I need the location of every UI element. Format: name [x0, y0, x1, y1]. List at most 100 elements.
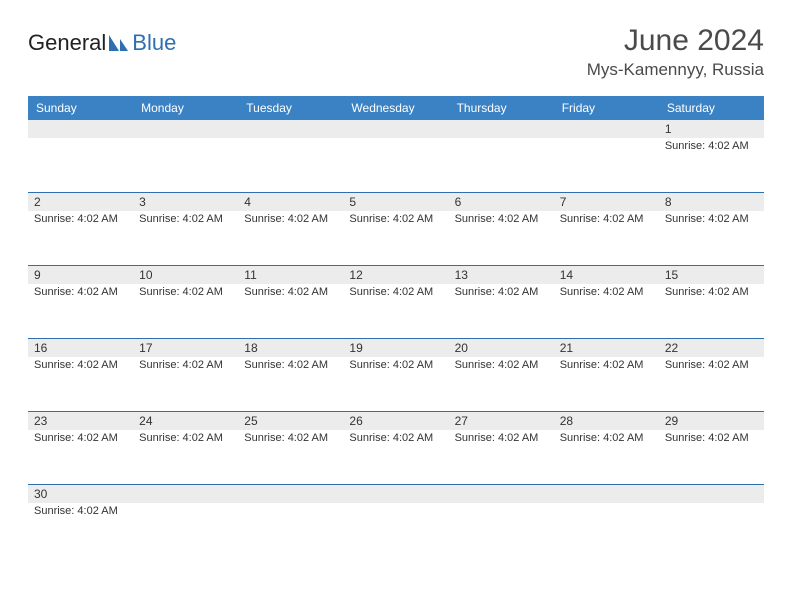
calendar-cell: 12Sunrise: 4:02 AM [343, 266, 448, 324]
calendar-cell [28, 120, 133, 178]
day-number: 13 [449, 266, 554, 284]
day-number: 24 [133, 412, 238, 430]
day-number: 9 [28, 266, 133, 284]
calendar-cell [659, 485, 764, 543]
location-title: Mys-Kamennyy, Russia [587, 60, 764, 80]
calendar-cell: 15Sunrise: 4:02 AM [659, 266, 764, 324]
day-number: 21 [554, 339, 659, 357]
calendar-cell: 13Sunrise: 4:02 AM [449, 266, 554, 324]
calendar-cell [343, 485, 448, 543]
calendar-cell: 24Sunrise: 4:02 AM [133, 412, 238, 470]
sunrise-text: Sunrise: 4:02 AM [133, 430, 238, 446]
sunrise-text: Sunrise: 4:02 AM [343, 211, 448, 227]
sunrise-text: Sunrise: 4:02 AM [449, 284, 554, 300]
logo: General Blue [28, 30, 176, 56]
sunrise-text: Sunrise: 4:02 AM [28, 211, 133, 227]
day-header: Monday [133, 96, 238, 120]
sunrise-text: Sunrise: 4:02 AM [28, 430, 133, 446]
sunrise-text: Sunrise: 4:02 AM [238, 430, 343, 446]
day-header: Saturday [659, 96, 764, 120]
calendar-cell: 28Sunrise: 4:02 AM [554, 412, 659, 470]
week-row: 16Sunrise: 4:02 AM17Sunrise: 4:02 AM18Su… [28, 338, 764, 397]
day-number: 11 [238, 266, 343, 284]
day-number [554, 120, 659, 138]
sunrise-text: Sunrise: 4:02 AM [28, 503, 133, 519]
day-header: Tuesday [238, 96, 343, 120]
day-number [28, 120, 133, 138]
calendar-cell: 10Sunrise: 4:02 AM [133, 266, 238, 324]
sunrise-text: Sunrise: 4:02 AM [449, 430, 554, 446]
day-number: 30 [28, 485, 133, 503]
day-number: 14 [554, 266, 659, 284]
day-number: 20 [449, 339, 554, 357]
day-number [343, 485, 448, 503]
calendar-cell: 27Sunrise: 4:02 AM [449, 412, 554, 470]
sunrise-text: Sunrise: 4:02 AM [659, 357, 764, 373]
day-number: 7 [554, 193, 659, 211]
sunrise-text: Sunrise: 4:02 AM [133, 357, 238, 373]
calendar-cell: 3Sunrise: 4:02 AM [133, 193, 238, 251]
day-number: 2 [28, 193, 133, 211]
day-header: Friday [554, 96, 659, 120]
week-row: 2Sunrise: 4:02 AM3Sunrise: 4:02 AM4Sunri… [28, 192, 764, 251]
calendar-cell [133, 485, 238, 543]
day-number: 3 [133, 193, 238, 211]
sunrise-text: Sunrise: 4:02 AM [238, 284, 343, 300]
day-number: 15 [659, 266, 764, 284]
week-row: 9Sunrise: 4:02 AM10Sunrise: 4:02 AM11Sun… [28, 265, 764, 324]
sunrise-text: Sunrise: 4:02 AM [238, 357, 343, 373]
sunrise-text: Sunrise: 4:02 AM [238, 211, 343, 227]
sunrise-text: Sunrise: 4:02 AM [659, 138, 764, 154]
sunrise-text: Sunrise: 4:02 AM [28, 284, 133, 300]
day-number: 18 [238, 339, 343, 357]
sunrise-text: Sunrise: 4:02 AM [659, 211, 764, 227]
day-number [659, 485, 764, 503]
day-number [133, 120, 238, 138]
day-number: 28 [554, 412, 659, 430]
calendar-cell: 18Sunrise: 4:02 AM [238, 339, 343, 397]
week-row: 23Sunrise: 4:02 AM24Sunrise: 4:02 AM25Su… [28, 411, 764, 470]
calendar-cell: 19Sunrise: 4:02 AM [343, 339, 448, 397]
sunrise-text: Sunrise: 4:02 AM [449, 211, 554, 227]
title-block: June 2024 Mys-Kamennyy, Russia [587, 24, 764, 80]
day-number: 27 [449, 412, 554, 430]
calendar-cell [449, 120, 554, 178]
calendar-cell: 20Sunrise: 4:02 AM [449, 339, 554, 397]
sunrise-text: Sunrise: 4:02 AM [449, 357, 554, 373]
calendar-cell: 29Sunrise: 4:02 AM [659, 412, 764, 470]
day-number: 23 [28, 412, 133, 430]
day-number: 29 [659, 412, 764, 430]
day-number [449, 120, 554, 138]
day-number: 6 [449, 193, 554, 211]
day-number: 26 [343, 412, 448, 430]
day-number: 4 [238, 193, 343, 211]
calendar-cell: 25Sunrise: 4:02 AM [238, 412, 343, 470]
calendar-cell [554, 120, 659, 178]
month-title: June 2024 [587, 24, 764, 58]
day-number [133, 485, 238, 503]
calendar-cell [554, 485, 659, 543]
calendar-cell: 26Sunrise: 4:02 AM [343, 412, 448, 470]
calendar-cell: 22Sunrise: 4:02 AM [659, 339, 764, 397]
week-row: 1Sunrise: 4:02 AM [28, 120, 764, 178]
calendar-cell [133, 120, 238, 178]
calendar-cell: 21Sunrise: 4:02 AM [554, 339, 659, 397]
day-header: Wednesday [343, 96, 448, 120]
calendar-cell: 23Sunrise: 4:02 AM [28, 412, 133, 470]
sunrise-text: Sunrise: 4:02 AM [554, 211, 659, 227]
sunrise-text: Sunrise: 4:02 AM [659, 284, 764, 300]
logo-text-2: Blue [132, 30, 176, 56]
calendar-cell: 14Sunrise: 4:02 AM [554, 266, 659, 324]
calendar-cell: 1Sunrise: 4:02 AM [659, 120, 764, 178]
logo-text-1: General [28, 30, 106, 56]
calendar-cell [343, 120, 448, 178]
day-number: 25 [238, 412, 343, 430]
sunrise-text: Sunrise: 4:02 AM [133, 284, 238, 300]
sunrise-text: Sunrise: 4:02 AM [554, 357, 659, 373]
calendar-cell: 16Sunrise: 4:02 AM [28, 339, 133, 397]
sunrise-text: Sunrise: 4:02 AM [343, 284, 448, 300]
sunrise-text: Sunrise: 4:02 AM [554, 430, 659, 446]
calendar-cell: 30Sunrise: 4:02 AM [28, 485, 133, 543]
day-number [238, 485, 343, 503]
calendar-cell: 6Sunrise: 4:02 AM [449, 193, 554, 251]
